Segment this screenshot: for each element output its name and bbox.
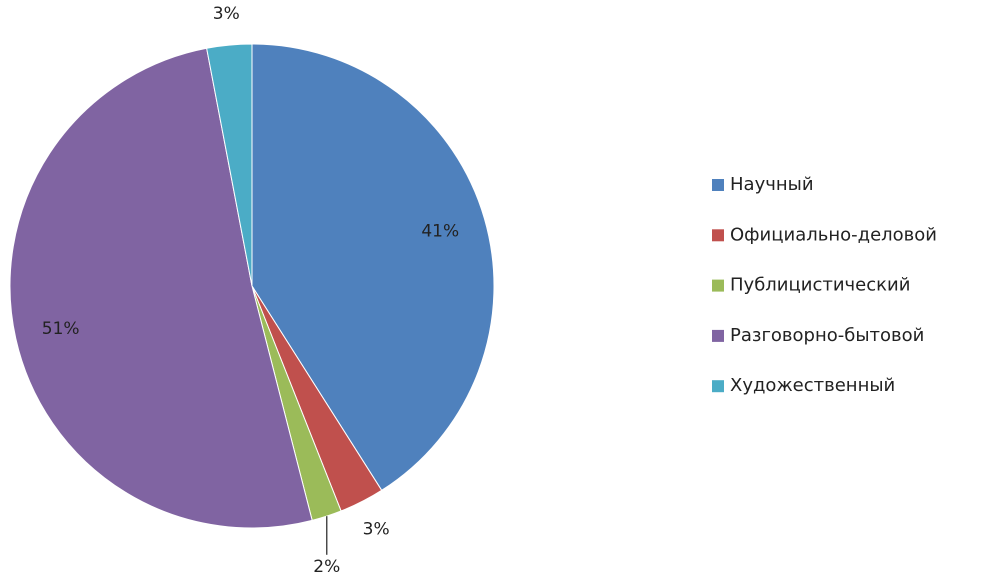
legend-label: Публицистический [730,275,910,296]
data-label: 3% [363,520,390,540]
pie-slice [206,43,253,287]
legend-swatch [712,279,724,292]
legend-label: Художественный [730,375,895,396]
legend-swatch [712,380,724,393]
data-label: 51% [42,319,80,339]
data-label: 3% [213,4,240,24]
legend-label: Официально-деловой [730,224,937,245]
data-label: 41% [421,221,459,241]
pie-slice [9,47,313,529]
legend-label: Научный [730,174,814,195]
legend-swatch [712,179,724,191]
legend-label: Разговорно-бытовой [730,325,924,346]
pie-slice [251,43,495,492]
data-label: 2% [313,557,340,577]
legend-swatch [712,229,724,242]
legend-swatch [712,329,724,342]
